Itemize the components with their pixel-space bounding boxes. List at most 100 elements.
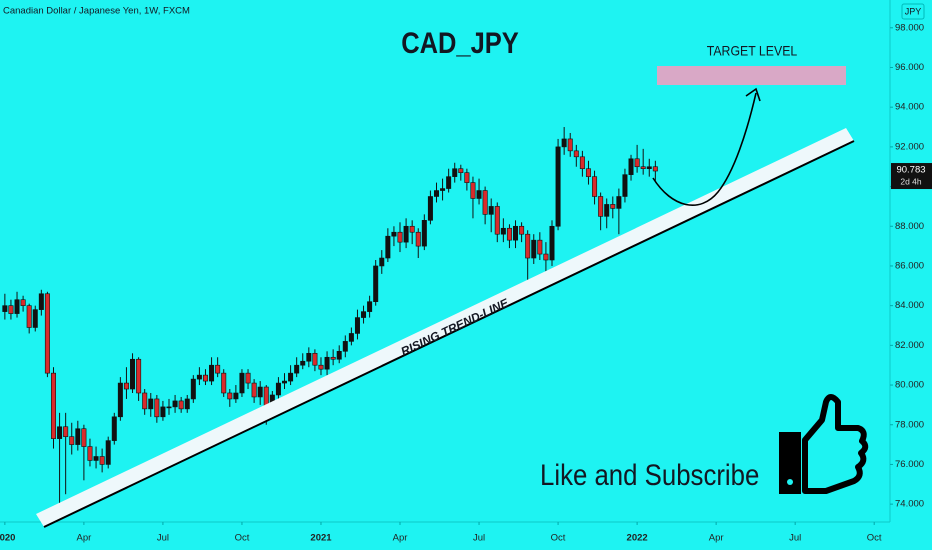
candle-body (646, 166, 652, 170)
last-price-tag (891, 163, 932, 190)
candle-body (312, 352, 318, 366)
candle-body (488, 206, 494, 215)
candle-body (2, 305, 8, 312)
candle-body (130, 358, 136, 390)
candle-body (446, 176, 452, 189)
candle-body (294, 364, 300, 374)
candle-body (440, 188, 446, 191)
candle-body (549, 225, 555, 261)
y-tick-label: 96.000 (895, 62, 924, 73)
candle-body (336, 351, 342, 360)
candle-body (543, 253, 549, 261)
candle-body (99, 456, 105, 465)
candle-body (361, 311, 367, 318)
candle-body (537, 239, 543, 255)
countdown-label: 2d 4h (900, 176, 922, 186)
candle-body (288, 372, 294, 382)
candle-body (604, 204, 610, 217)
candle-body (8, 305, 14, 314)
thumbs-up-icon (779, 394, 869, 494)
candle-body (525, 233, 531, 259)
x-tick-label: Oct (867, 533, 882, 544)
candle-body (196, 374, 202, 380)
candle-body (215, 364, 221, 374)
candle-body (275, 382, 281, 396)
candle-body (476, 190, 482, 199)
x-tick-label: Oct (551, 533, 566, 544)
candle-body (93, 456, 99, 461)
candle-body (38, 293, 44, 310)
candle-body (622, 174, 628, 197)
x-tick-label: Jul (789, 533, 801, 544)
candle-body (26, 305, 32, 328)
candle-body (391, 231, 397, 237)
last-price-label: 90.783 (896, 165, 925, 176)
candle-body (415, 231, 421, 247)
candle-body (227, 392, 233, 400)
y-tick-label: 88.000 (895, 221, 924, 232)
candle-body (209, 364, 215, 382)
y-tick-label: 92.000 (895, 141, 924, 152)
candle-body (513, 225, 519, 241)
candle-body (555, 146, 561, 227)
candle-body (318, 364, 324, 370)
chart-title: CAD_JPY (401, 26, 519, 59)
candle-body (178, 400, 184, 410)
candle-body (585, 168, 591, 177)
projection-arrow (652, 92, 757, 207)
symbol-label: Canadian Dollar / Japanese Yen, 1W, FXCM (3, 6, 190, 17)
candle-body (573, 150, 579, 158)
candle-body (354, 317, 360, 334)
candle-body (324, 356, 330, 370)
x-tick-label: 2020 (0, 533, 15, 544)
y-tick-label: 98.000 (895, 22, 924, 33)
candle-body (482, 190, 488, 215)
candle-body (640, 166, 646, 170)
candle-body (598, 196, 604, 217)
candle-body (531, 239, 537, 259)
candle-body (166, 406, 172, 409)
y-tick-label: 84.000 (895, 300, 924, 311)
y-tick-label: 76.000 (895, 459, 924, 470)
candle-body (500, 227, 506, 235)
candle-body (579, 156, 585, 170)
candle-body (397, 231, 403, 243)
candle-body (561, 138, 567, 148)
candle-body (136, 358, 142, 394)
x-tick-label: Jul (473, 533, 485, 544)
candle-body (306, 352, 312, 362)
candle-body (330, 356, 336, 360)
arrow-head (745, 87, 761, 102)
y-tick-label: 80.000 (895, 380, 924, 391)
candle-body (154, 398, 160, 418)
candle-body (567, 138, 573, 152)
candle-body (202, 374, 208, 382)
candle-body (610, 204, 616, 209)
candle-body (519, 225, 525, 235)
x-tick-label: Apr (709, 533, 724, 544)
candle-body (494, 206, 500, 235)
candle-body (257, 386, 263, 398)
candle-body (233, 392, 239, 400)
candle-body (50, 372, 56, 439)
candle-body (367, 301, 373, 312)
candle-body (652, 166, 658, 172)
trend-line (43, 140, 855, 528)
x-tick-label: Apr (76, 533, 91, 544)
candle-body (592, 176, 598, 197)
candle-body (44, 293, 50, 374)
trend-band (36, 128, 854, 527)
candle-body (69, 436, 75, 445)
currency-label: JPY (905, 6, 922, 16)
candle-body (379, 257, 385, 267)
candle-body (239, 372, 245, 394)
axes: 74.000 76.000 78.000 80.000 82.000 84.000 86.0… (0, 22, 932, 544)
candle-body (221, 372, 227, 394)
candle-body (348, 333, 354, 342)
candle-body (32, 309, 38, 328)
candle-body (464, 172, 470, 183)
candle-body (628, 158, 634, 175)
candle-body (634, 158, 640, 168)
candle-body (87, 446, 93, 461)
